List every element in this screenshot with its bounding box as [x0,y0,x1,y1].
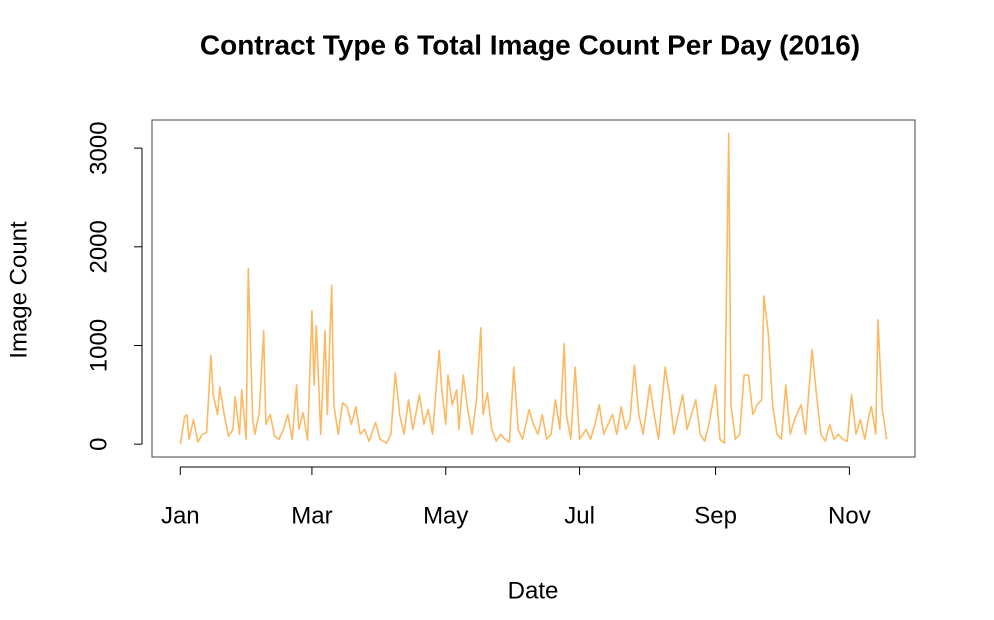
x-tick-label: Jan [161,502,200,529]
data-line [179,132,888,445]
chart-title: Contract Type 6 Total Image Count Per Da… [200,29,860,60]
y-tick-label: 2000 [85,220,112,273]
x-tick-label: Nov [828,502,871,529]
x-tick-label: Sep [694,502,737,529]
y-axis-label: Image Count [5,221,32,359]
x-tick-label: Jul [564,502,595,529]
x-tick-label: May [423,502,468,529]
plot-frame [151,119,916,458]
x-axis-label: Date [508,577,559,604]
y-tick-label: 0 [85,437,112,450]
y-tick-label: 3000 [85,121,112,174]
y-tick-label: 1000 [85,319,112,372]
x-tick-label: Mar [291,502,332,529]
